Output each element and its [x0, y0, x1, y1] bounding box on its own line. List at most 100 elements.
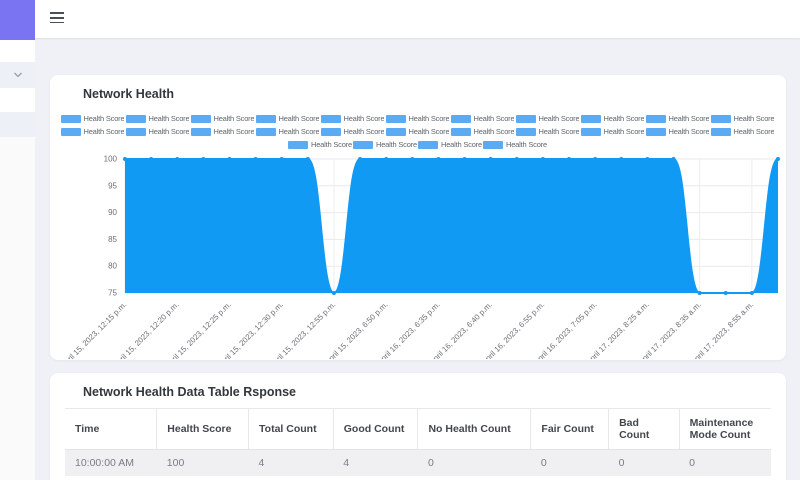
legend-label: Health Score: [603, 127, 645, 136]
network-health-table: Time Health Score Total Count Good Count No …: [65, 408, 771, 476]
legend-swatch-icon: [320, 114, 341, 123]
legend-item[interactable]: Health Score: [580, 126, 646, 137]
legend-swatch-icon: [450, 114, 471, 123]
legend-label: Health Score: [506, 140, 547, 149]
table-header-cell: Maintenance Mode Count: [678, 408, 771, 450]
legend-item[interactable]: Health Score: [515, 113, 581, 124]
legend-item[interactable]: Health Score: [288, 139, 353, 150]
legend-label: Health Score: [343, 127, 385, 136]
svg-text:100: 100: [104, 155, 118, 164]
table-cell: 10:00:00 AM: [65, 449, 157, 476]
table-cell: 0: [530, 449, 609, 476]
sidebar-item[interactable]: [0, 112, 35, 137]
legend-label: Health Score: [603, 114, 645, 123]
legend-label: Health Score: [311, 140, 352, 149]
legend-label: Health Score: [343, 114, 385, 123]
legend-label: Health Score: [83, 127, 125, 136]
legend-label: Health Score: [213, 127, 255, 136]
table-title: Network Health Data Table Rsponse: [83, 385, 297, 399]
legend-swatch-icon: [353, 140, 373, 149]
legend-label: Health Score: [473, 114, 515, 123]
legend-swatch-icon: [645, 127, 666, 136]
legend-item[interactable]: Health Score: [483, 139, 548, 150]
legend-swatch-icon: [320, 127, 341, 136]
chart-title: Network Health: [83, 87, 174, 101]
legend-label: Health Score: [148, 127, 190, 136]
table-cell: 0: [608, 449, 680, 476]
legend-swatch-icon: [255, 127, 276, 136]
svg-text:75: 75: [108, 289, 117, 298]
legend-item[interactable]: Health Score: [60, 126, 126, 137]
main-content: Network Health Health Score Health Score H…: [35, 38, 800, 480]
sidebar-item[interactable]: [0, 88, 35, 112]
legend-item[interactable]: Health Score: [580, 113, 646, 124]
svg-text:April 15, 2023, 12:15 p.m.: April 15, 2023, 12:15 p.m.: [59, 300, 129, 359]
legend-label: Health Score: [668, 127, 710, 136]
legend-swatch-icon: [418, 140, 438, 149]
legend-swatch-icon: [190, 114, 211, 123]
legend-label: Health Score: [83, 114, 125, 123]
legend-label: Health Score: [148, 114, 190, 123]
table-header-cell: Bad Count: [608, 408, 680, 450]
table-header-cell: Good Count: [332, 408, 418, 450]
legend-swatch-icon: [125, 127, 146, 136]
legend-swatch-icon: [385, 114, 406, 123]
legend-item[interactable]: Health Score: [515, 126, 581, 137]
legend-swatch-icon: [710, 114, 731, 123]
legend-item[interactable]: Health Score: [125, 113, 191, 124]
legend-item[interactable]: Health Score: [353, 139, 418, 150]
table-header-cell: Fair Count: [530, 408, 609, 450]
chevron-down-icon[interactable]: [13, 72, 23, 78]
legend-label: Health Score: [538, 114, 580, 123]
legend-label: Health Score: [668, 114, 710, 123]
legend-item[interactable]: Health Score: [190, 126, 256, 137]
sidebar: [0, 38, 35, 480]
table-cell: 100: [156, 449, 249, 476]
legend-item[interactable]: Health Score: [450, 126, 516, 137]
legend-swatch-icon: [60, 127, 81, 136]
network-health-card: Network Health Health Score Health Score H…: [50, 75, 786, 360]
legend-item[interactable]: Health Score: [385, 126, 451, 137]
legend-swatch-icon: [288, 140, 308, 149]
legend-item[interactable]: Health Score: [190, 113, 256, 124]
legend-label: Health Score: [408, 114, 450, 123]
legend-label: Health Score: [733, 127, 775, 136]
legend-item[interactable]: Health Score: [710, 126, 776, 137]
legend-swatch-icon: [710, 127, 731, 136]
legend-label: Health Score: [278, 114, 320, 123]
legend-item[interactable]: Health Score: [645, 113, 711, 124]
svg-text:80: 80: [108, 262, 117, 271]
legend-swatch-icon: [125, 114, 146, 123]
legend-label: Health Score: [376, 140, 417, 149]
hamburger-menu-icon[interactable]: [50, 12, 64, 25]
sidebar-item[interactable]: [0, 62, 35, 88]
table-header-cell: Total Count: [248, 408, 334, 450]
table-header-cell: No Health Count: [417, 408, 531, 450]
legend-item[interactable]: Health Score: [255, 113, 321, 124]
legend-item[interactable]: Health Score: [385, 113, 451, 124]
legend-item[interactable]: Health Score: [320, 126, 386, 137]
legend-item[interactable]: Health Score: [418, 139, 483, 150]
table-cell: 0: [679, 449, 771, 476]
table-cell: 0: [417, 449, 531, 476]
legend-item[interactable]: Health Score: [320, 113, 386, 124]
legend-item[interactable]: Health Score: [450, 113, 516, 124]
legend-label: Health Score: [408, 127, 450, 136]
legend-item[interactable]: Health Score: [710, 113, 776, 124]
legend-item[interactable]: Health Score: [645, 126, 711, 137]
legend-item[interactable]: Health Score: [125, 126, 191, 137]
sidebar-item[interactable]: [0, 38, 35, 62]
legend-item[interactable]: Health Score: [255, 126, 321, 137]
legend-label: Health Score: [538, 127, 580, 136]
table-cell: 4: [333, 449, 418, 476]
legend-label: Health Score: [441, 140, 482, 149]
data-table-card: Network Health Data Table Rsponse Time He…: [50, 373, 786, 480]
table-header-cell: Health Score: [156, 408, 249, 450]
legend-swatch-icon: [450, 127, 471, 136]
legend-label: Health Score: [733, 114, 775, 123]
legend-item[interactable]: Health Score: [60, 113, 126, 124]
legend-swatch-icon: [645, 114, 666, 123]
legend-swatch-icon: [255, 114, 276, 123]
